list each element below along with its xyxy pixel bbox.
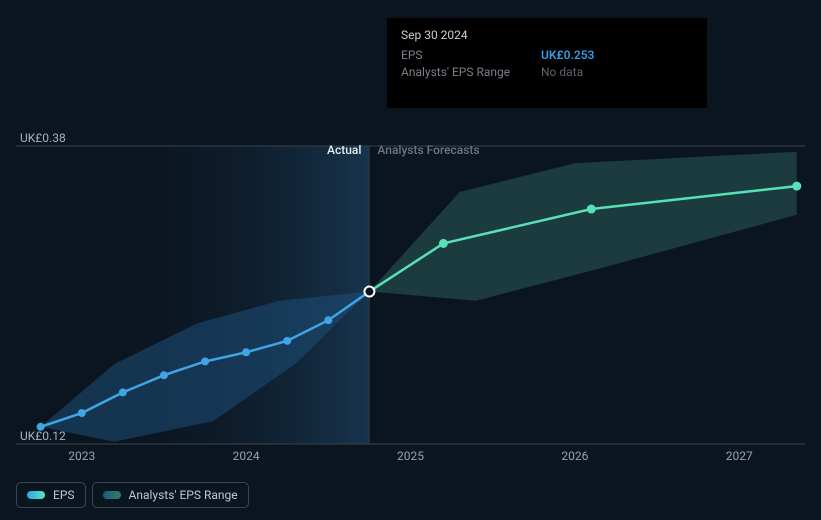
svg-text:2027: 2027 bbox=[726, 449, 753, 463]
legend-item[interactable]: EPS bbox=[16, 482, 86, 508]
legend-item[interactable]: Analysts' EPS Range bbox=[92, 482, 249, 508]
eps-chart-root: UK£0.38 UK£0.122023 2024 2025 2026 2027 Actual… bbox=[0, 0, 821, 520]
tooltip-row-label: Analysts' EPS Range bbox=[401, 65, 521, 79]
legend-swatch bbox=[27, 491, 45, 499]
svg-text:2023: 2023 bbox=[68, 449, 95, 463]
svg-text:2026: 2026 bbox=[561, 449, 588, 463]
svg-text:UK£0.12: UK£0.12 bbox=[20, 429, 66, 443]
tooltip-row-label: EPS bbox=[401, 48, 521, 62]
svg-text:2024: 2024 bbox=[233, 449, 260, 463]
tooltip-row: EPS UK£0.253 bbox=[401, 48, 693, 62]
tooltip-row-value: No data bbox=[541, 65, 583, 79]
legend: EPS Analysts' EPS Range bbox=[16, 482, 249, 508]
hover-tooltip: Sep 30 2024 EPS UK£0.253 Analysts' EPS Ran… bbox=[387, 18, 707, 108]
legend-label: Analysts' EPS Range bbox=[129, 488, 238, 502]
tooltip-date: Sep 30 2024 bbox=[401, 28, 693, 42]
svg-text:UK£0.38: UK£0.38 bbox=[20, 131, 66, 145]
svg-text:Analysts Forecasts: Analysts Forecasts bbox=[377, 143, 479, 157]
legend-label: EPS bbox=[53, 488, 75, 502]
tooltip-row-value: UK£0.253 bbox=[541, 48, 594, 62]
tooltip-row: Analysts' EPS Range No data bbox=[401, 65, 693, 79]
svg-text:2025: 2025 bbox=[397, 449, 424, 463]
svg-text:Actual: Actual bbox=[327, 143, 361, 157]
legend-swatch bbox=[103, 491, 121, 499]
